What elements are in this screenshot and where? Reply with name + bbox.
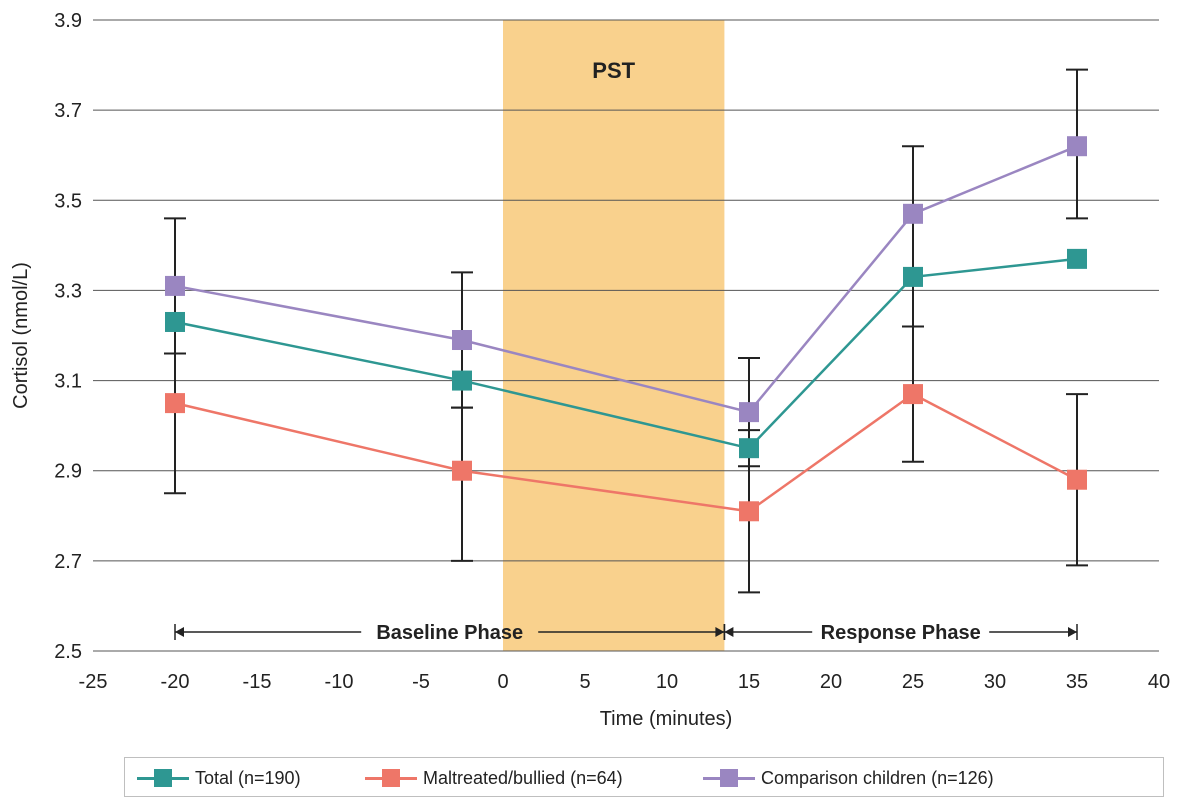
legend-label: Total (n=190)	[195, 767, 301, 788]
data-point	[903, 384, 923, 405]
data-point	[452, 460, 472, 481]
x-tick-label: 0	[497, 671, 508, 693]
legend-swatch	[137, 764, 189, 792]
data-point	[739, 501, 759, 522]
tick-labels: 2.5 2.7 2.9 3.1 3.3 3.5 3.7 3.9 -25 -20 -15 -10 -5 0 5…	[54, 10, 1170, 693]
x-tick-label: -25	[79, 671, 108, 693]
y-tick-label: 2.9	[54, 461, 82, 483]
data-point	[739, 402, 759, 423]
y-tick-label: 3.1	[54, 371, 82, 393]
phase-label: Response Phase	[821, 622, 981, 644]
x-tick-label: 15	[738, 671, 760, 693]
x-tick-label: -10	[325, 671, 354, 693]
legend-swatch	[703, 764, 755, 792]
x-tick-label: -5	[412, 671, 430, 693]
data-point	[165, 393, 185, 414]
legend-item: Total (n=190)	[137, 764, 301, 792]
y-tick-label: 3.3	[54, 280, 82, 302]
x-tick-label: 10	[656, 671, 678, 693]
x-tick-label: 5	[579, 671, 590, 693]
data-point	[1067, 136, 1087, 157]
y-tick-label: 3.5	[54, 190, 82, 212]
x-axis-label: Time (minutes)	[600, 708, 733, 730]
data-point	[1067, 469, 1087, 490]
data-point	[739, 438, 759, 459]
legend-label: Comparison children (n=126)	[761, 767, 994, 788]
x-tick-label: 30	[984, 671, 1006, 693]
phase-arrow-head	[175, 627, 184, 637]
x-tick-label: 40	[1148, 671, 1170, 693]
series-markers	[165, 136, 1087, 522]
x-tick-label: 25	[902, 671, 924, 693]
pst-region	[503, 20, 725, 651]
legend-swatch	[365, 764, 417, 792]
legend: Total (n=190) Maltreated/bullied (n=64) Co…	[124, 757, 1164, 797]
data-point	[1067, 248, 1087, 269]
phase-annotations: Baseline Phase Response Phase	[174, 622, 1078, 644]
pst-shaded-region: PST	[503, 20, 725, 651]
phase-arrow-head	[724, 627, 734, 637]
data-point	[165, 311, 185, 332]
pst-label: PST	[592, 58, 635, 83]
y-tick-label: 2.5	[54, 641, 82, 663]
grid	[93, 19, 1159, 652]
legend-label: Maltreated/bullied (n=64)	[423, 767, 623, 788]
x-tick-label: -15	[243, 671, 272, 693]
data-point	[452, 370, 472, 391]
x-tick-label: 20	[820, 671, 842, 693]
y-tick-label: 2.7	[54, 551, 82, 573]
x-tick-label: -20	[161, 671, 190, 693]
y-tick-label: 3.9	[54, 10, 82, 32]
y-axis-label: Cortisol (nmol/L)	[10, 262, 32, 409]
phase-arrow-head	[715, 627, 725, 637]
y-tick-label: 3.7	[54, 100, 82, 122]
legend-item: Maltreated/bullied (n=64)	[365, 764, 623, 792]
x-tick-label: 35	[1066, 671, 1088, 693]
data-point	[452, 330, 472, 351]
data-point	[165, 275, 185, 296]
phase-label: Baseline Phase	[376, 622, 523, 644]
cortisol-line-chart: PST Baseline Phase Response Phase 2.52.72…	[10, 10, 1170, 730]
legend-item: Comparison children (n=126)	[703, 764, 994, 792]
data-point	[903, 203, 923, 224]
phase-arrow-head	[1068, 627, 1077, 637]
data-point	[903, 266, 923, 287]
